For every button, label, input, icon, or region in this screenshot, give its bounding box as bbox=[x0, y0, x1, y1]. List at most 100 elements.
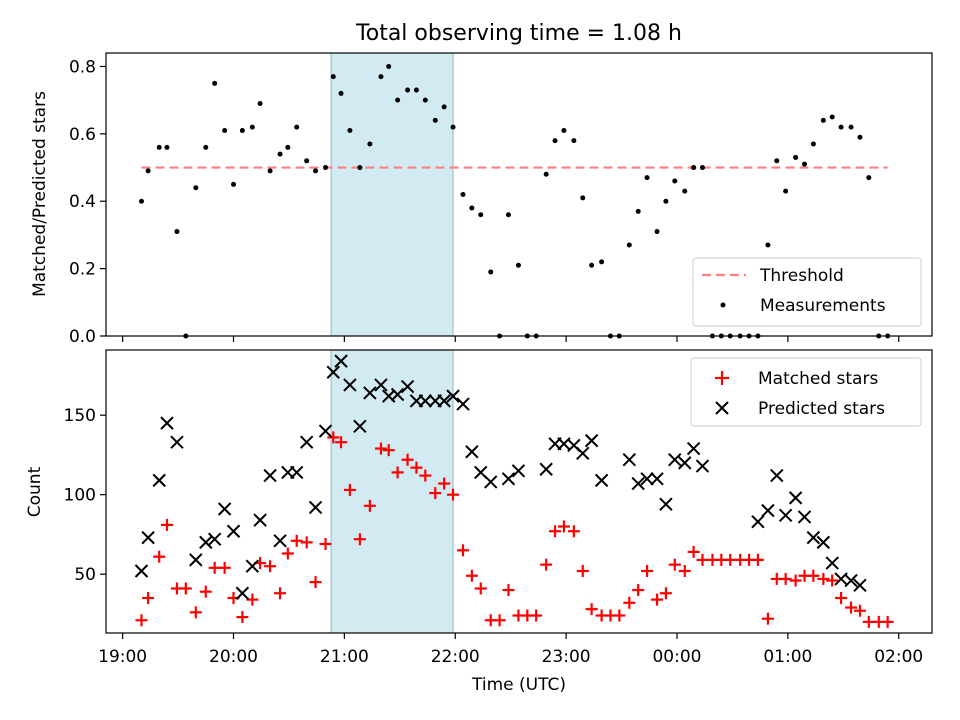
matched-star-point bbox=[309, 576, 322, 589]
legend-matched-label: Matched stars bbox=[758, 369, 878, 389]
predicted-star-point bbox=[594, 473, 609, 488]
matched-star-point bbox=[447, 488, 460, 501]
predicted-star-point bbox=[484, 475, 498, 489]
predicted-star-point bbox=[631, 476, 645, 491]
measurement-point bbox=[277, 151, 283, 157]
matched-star-point bbox=[218, 561, 231, 574]
matched-star-point bbox=[474, 582, 487, 595]
measurement-point bbox=[304, 158, 310, 164]
matched-star-point bbox=[651, 593, 664, 606]
measurement-point bbox=[699, 165, 705, 171]
top-panel: 0.00.20.40.60.8 Matched/Predicted stars … bbox=[30, 52, 933, 347]
legend-predicted-swatch bbox=[715, 401, 729, 415]
predicted-star-point bbox=[273, 534, 287, 548]
matched-star-point bbox=[835, 592, 848, 605]
measurement-point bbox=[654, 229, 660, 235]
predicted-star-point bbox=[695, 459, 710, 473]
measurement-point bbox=[672, 178, 678, 184]
predicted-star-point bbox=[289, 465, 304, 480]
predicted-star-point bbox=[160, 416, 174, 430]
matched-star-point bbox=[264, 560, 277, 573]
matched-star-point bbox=[807, 569, 820, 582]
matched-star-point bbox=[335, 436, 348, 449]
matched-star-point bbox=[623, 596, 636, 609]
measurement-point bbox=[515, 262, 521, 268]
measurement-point bbox=[413, 87, 419, 93]
predicted-star-point bbox=[659, 497, 673, 511]
predicted-star-point bbox=[853, 578, 867, 593]
predicted-star-point bbox=[326, 365, 340, 379]
matched-star-point bbox=[567, 525, 580, 538]
measurement-point bbox=[829, 114, 835, 120]
matched-star-point bbox=[502, 584, 515, 597]
matched-star-point bbox=[343, 483, 356, 496]
matched-star-point bbox=[429, 487, 442, 500]
measurement-point bbox=[338, 90, 344, 96]
measurement-point bbox=[552, 138, 558, 144]
measurement-point bbox=[774, 158, 780, 164]
measurement-point bbox=[367, 141, 373, 147]
predicted-star-point bbox=[650, 472, 664, 486]
measurement-point bbox=[543, 171, 549, 177]
matched-star-point bbox=[382, 444, 395, 457]
predicted-star-point bbox=[152, 473, 166, 488]
measurement-point bbox=[212, 80, 218, 86]
predicted-star-point bbox=[761, 503, 775, 518]
predicted-star-point bbox=[299, 435, 314, 449]
measurement-point bbox=[571, 138, 577, 144]
bottom-xtick-label: 20:00 bbox=[209, 647, 258, 667]
matched-star-point bbox=[153, 550, 166, 563]
predicted-star-point bbox=[465, 445, 479, 459]
measurement-point bbox=[222, 127, 228, 133]
predicted-star-point bbox=[686, 441, 701, 456]
measurement-point bbox=[469, 205, 475, 211]
legend-threshold-label: Threshold bbox=[759, 266, 844, 286]
predicted-star-point bbox=[390, 387, 405, 402]
measurement-point bbox=[838, 124, 844, 130]
bottom-panel: 50 100 150 19:00 20:00 21:00 22:00 23:00 00:00 0… bbox=[25, 349, 933, 695]
matched-star-point bbox=[557, 520, 570, 533]
matched-star-point bbox=[142, 592, 155, 605]
measurement-point bbox=[488, 269, 494, 275]
predicted-star-point bbox=[446, 389, 460, 403]
matched-star-point bbox=[300, 536, 313, 549]
matched-star-point bbox=[853, 604, 866, 617]
measurement-point bbox=[231, 181, 237, 187]
measurement-point bbox=[783, 188, 789, 194]
matched-star-point bbox=[779, 572, 792, 585]
measurement-point bbox=[138, 198, 144, 204]
predicted-star-point bbox=[141, 530, 155, 545]
matched-star-point bbox=[290, 534, 303, 547]
matched-star-point bbox=[179, 582, 192, 595]
measurement-point bbox=[386, 63, 392, 69]
measurement-point bbox=[294, 124, 300, 130]
predicted-star-point bbox=[844, 573, 858, 588]
top-ytick-label: 0.0 bbox=[69, 327, 96, 347]
predicted-star-point bbox=[189, 553, 203, 567]
predicted-star-point bbox=[343, 378, 357, 392]
measurement-point bbox=[663, 198, 669, 204]
measurement-point bbox=[478, 212, 484, 218]
measurement-point bbox=[347, 127, 353, 133]
bottom-xtick-label: 00:00 bbox=[652, 647, 701, 667]
matched-star-point bbox=[438, 477, 451, 490]
predicted-star-point bbox=[584, 433, 599, 448]
matched-star-point bbox=[789, 574, 802, 587]
matched-star-point bbox=[687, 545, 700, 558]
measurement-point bbox=[866, 175, 872, 181]
top-plot-frame bbox=[105, 52, 933, 337]
measurement-point bbox=[249, 124, 255, 130]
predicted-star-point bbox=[308, 500, 323, 515]
matched-star-point bbox=[189, 606, 202, 619]
top-ytick-label: 0.2 bbox=[69, 260, 96, 280]
predicted-star-point bbox=[668, 452, 682, 467]
matched-star-point bbox=[363, 499, 376, 512]
predicted-star-point bbox=[418, 394, 433, 408]
measurement-point bbox=[330, 74, 336, 80]
measurement-point bbox=[357, 165, 363, 171]
matched-star-point bbox=[678, 564, 691, 577]
measurement-point bbox=[441, 104, 447, 110]
bottom-ytick-label: 150 bbox=[64, 406, 96, 426]
measurement-point bbox=[793, 154, 799, 160]
measurement-point bbox=[432, 117, 438, 123]
